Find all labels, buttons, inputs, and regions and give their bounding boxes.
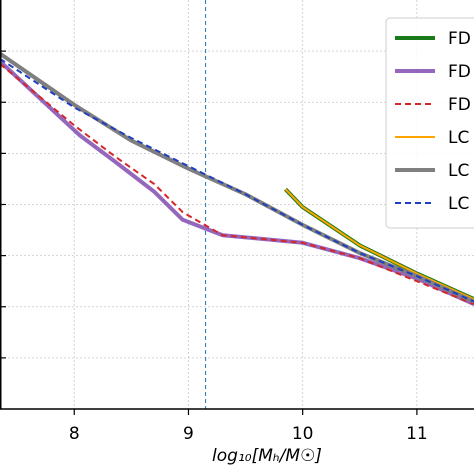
series-line-3 xyxy=(0,63,474,306)
x-tick-label: 10 xyxy=(292,424,314,444)
x-ticks: 8 9 10 11 xyxy=(69,409,428,444)
axes xyxy=(0,0,474,410)
series-line-4 xyxy=(284,188,474,301)
x-axis-label: log₁₀[Mₕ/M☉] xyxy=(212,446,322,466)
series-line-2 xyxy=(0,59,474,307)
legend-label-4: LC xyxy=(448,128,469,148)
x-tick-label: 9 xyxy=(183,424,194,444)
legend-label-5: LC xyxy=(448,161,469,181)
x-tick-label: 11 xyxy=(406,424,428,444)
legend-label-6: LC xyxy=(448,194,469,214)
series-group xyxy=(0,52,474,307)
series-line-6 xyxy=(0,57,474,303)
legend-label-3: FD xyxy=(448,95,471,115)
x-tick-label: 8 xyxy=(69,424,80,444)
legend-label-2: FD xyxy=(448,62,471,82)
legend: FD FD FD LC LC LC xyxy=(385,17,474,229)
legend-label-1: FD xyxy=(448,29,471,49)
